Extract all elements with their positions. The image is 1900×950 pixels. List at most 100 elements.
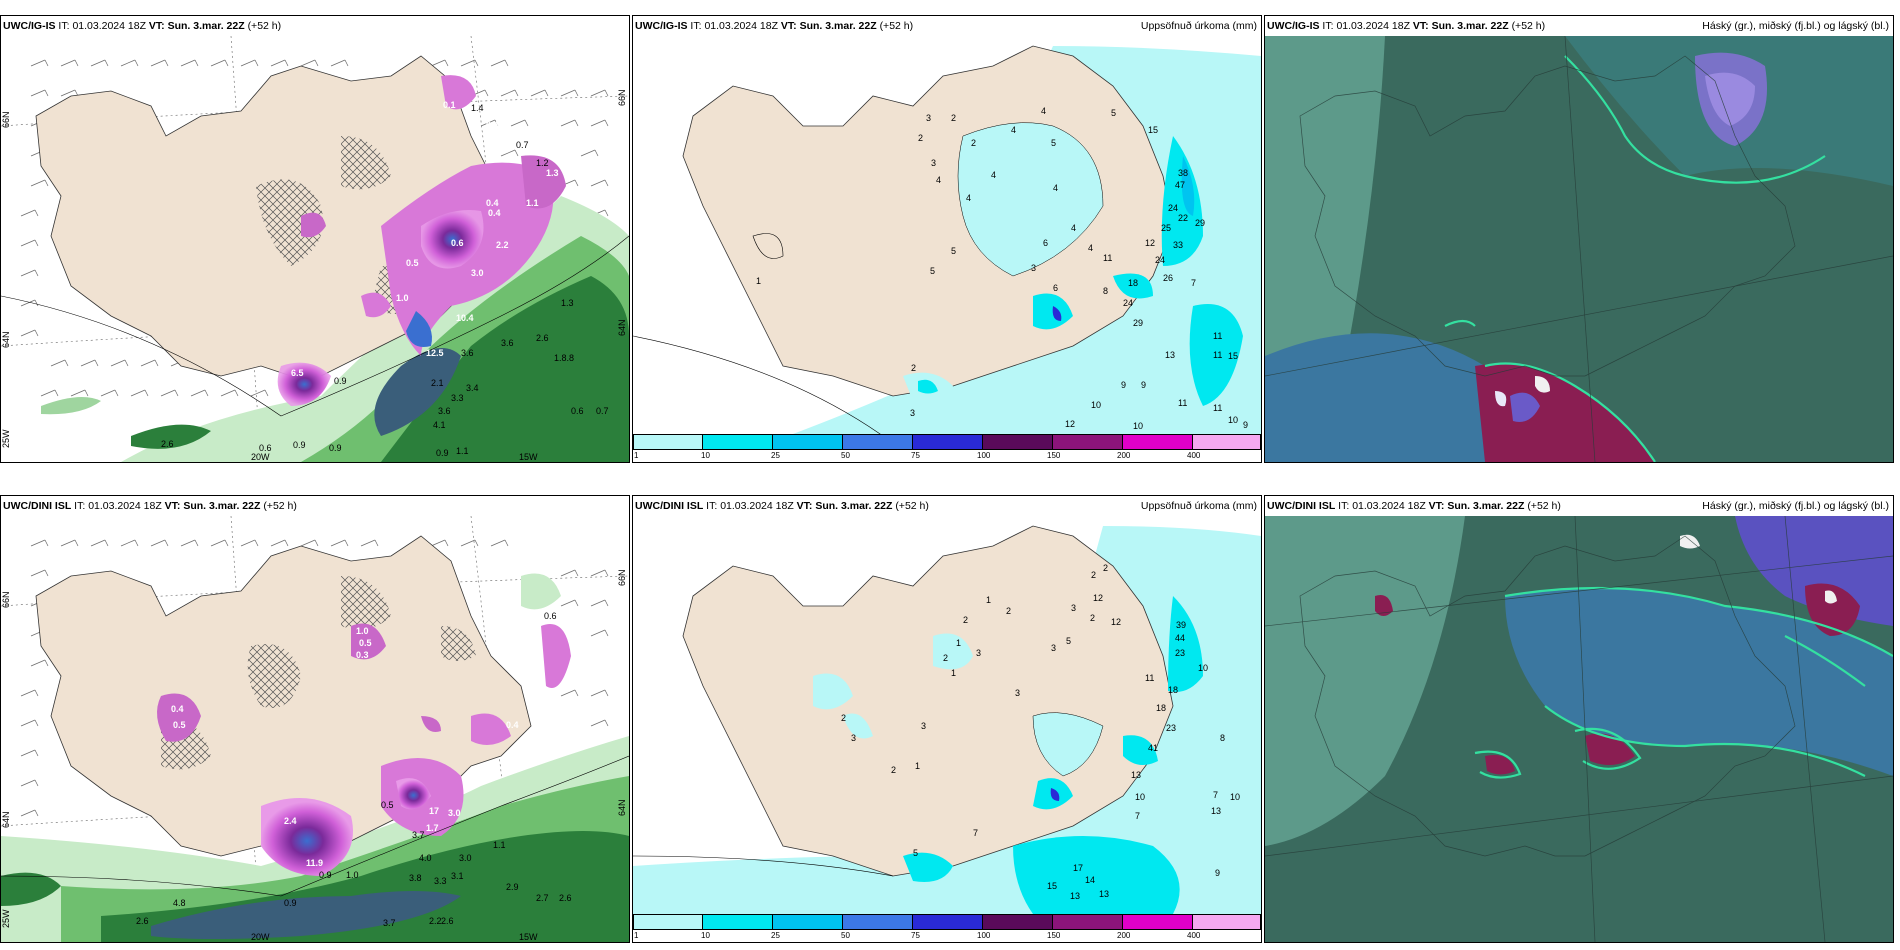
svg-text:33: 33 [1173,240,1183,250]
panel-header: UWC/DINI ISL IT: 01.03.2024 18Z VT: Sun.… [635,500,929,512]
svg-text:1.4: 1.4 [471,103,484,113]
colorbar-swatch [983,434,1053,450]
panel-dini-precip-wind: UWC/DINI ISL IT: 01.03.2024 18Z VT: Sun.… [0,495,630,943]
contours [1,235,629,417]
svg-text:15W: 15W [519,932,538,942]
colorbar-tick: 200 [1117,451,1131,460]
svg-text:3.8: 3.8 [409,873,422,883]
svg-text:0.9: 0.9 [284,898,297,908]
svg-text:1: 1 [915,761,920,771]
svg-text:2.2: 2.2 [496,240,509,250]
svg-text:6: 6 [1043,238,1048,248]
svg-text:8: 8 [1220,733,1225,743]
svg-text:2: 2 [911,363,916,373]
svg-text:12.5: 12.5 [426,348,444,358]
svg-text:1.1: 1.1 [493,840,506,850]
svg-text:5: 5 [1051,138,1056,148]
svg-text:4: 4 [1053,183,1058,193]
svg-text:2.7: 2.7 [536,893,549,903]
svg-text:17: 17 [429,806,439,816]
map-accum-precip: 2 2 12 2 3 5 3 2 1 12 39 44 23 10 11 1 2… [633,516,1261,914]
svg-text:1: 1 [986,595,991,605]
panel-dini-accum-precip: UWC/DINI ISL IT: 01.03.2024 18Z VT: Sun.… [632,495,1262,943]
svg-text:0.5: 0.5 [406,258,419,268]
svg-text:12: 12 [1093,593,1103,603]
svg-text:25W: 25W [1,909,11,928]
svg-text:3.4: 3.4 [466,383,479,393]
svg-text:2: 2 [841,713,846,723]
svg-text:10: 10 [1135,792,1145,802]
svg-text:10: 10 [1230,792,1240,802]
svg-text:13: 13 [1131,770,1141,780]
svg-text:3.0: 3.0 [459,853,472,863]
colorbar-tick: 25 [771,931,780,940]
svg-text:3: 3 [1015,688,1020,698]
svg-text:9: 9 [1141,380,1146,390]
svg-text:11: 11 [1213,350,1222,360]
svg-text:18: 18 [1168,685,1178,695]
precip-green [1,573,629,942]
colorbar-swatch [913,914,983,930]
svg-text:7: 7 [1191,278,1196,288]
svg-text:4: 4 [936,175,941,185]
colorbar-swatch [843,914,913,930]
svg-text:5: 5 [1066,636,1071,646]
snow-magenta [277,75,566,406]
colorbar-tick: 1 [634,931,639,940]
svg-text:13: 13 [1099,889,1109,899]
svg-text:0.7: 0.7 [516,140,529,150]
colorbar-swatch [633,434,703,450]
svg-text:1.1: 1.1 [526,198,539,208]
svg-text:7: 7 [1135,811,1140,821]
svg-text:4.0: 4.0 [419,853,432,863]
svg-text:10: 10 [1091,400,1101,410]
svg-text:10: 10 [1228,415,1238,425]
svg-text:15: 15 [1148,125,1158,135]
svg-text:11: 11 [1213,403,1222,413]
svg-text:64N: 64N [617,319,627,336]
svg-text:2.6: 2.6 [441,916,454,926]
svg-text:18: 18 [1156,703,1166,713]
svg-text:44: 44 [1175,633,1185,643]
svg-text:7: 7 [1213,790,1218,800]
svg-text:5: 5 [1111,108,1116,118]
svg-text:11: 11 [1103,253,1112,263]
svg-text:25: 25 [1161,223,1171,233]
svg-text:15: 15 [1047,881,1057,891]
svg-text:18: 18 [1128,278,1138,288]
svg-text:29: 29 [1133,318,1143,328]
svg-text:4: 4 [1011,125,1016,135]
panel-dini-clouds: UWC/DINI ISL IT: 01.03.2024 18Z VT: Sun.… [1264,495,1894,943]
svg-text:11.9: 11.9 [306,858,323,868]
colorbar-swatch [1123,914,1193,930]
svg-text:1.7: 1.7 [426,823,439,833]
svg-text:22: 22 [1178,213,1188,223]
svg-text:0.6: 0.6 [259,443,272,453]
svg-text:1.0: 1.0 [346,870,359,880]
svg-text:2: 2 [1091,570,1096,580]
svg-text:0.5: 0.5 [359,638,372,648]
svg-text:2.2: 2.2 [429,916,442,926]
svg-text:0.9: 0.9 [329,443,342,453]
svg-text:3.3: 3.3 [434,876,447,886]
colorbar-swatch [1053,434,1123,450]
svg-text:2.9: 2.9 [506,882,519,892]
svg-text:14: 14 [1085,875,1095,885]
svg-text:64N: 64N [617,799,627,816]
colorbar-swatch [633,914,703,930]
svg-text:1: 1 [956,638,961,648]
svg-text:8: 8 [1103,286,1108,296]
svg-text:3: 3 [1051,643,1056,653]
svg-text:2.6: 2.6 [161,439,174,449]
svg-text:17: 17 [1073,863,1083,873]
colorbar-tick: 50 [841,451,850,460]
svg-text:11: 11 [1213,331,1222,341]
svg-text:0.4: 0.4 [486,198,499,208]
svg-text:4: 4 [966,193,971,203]
svg-text:66N: 66N [1,591,11,608]
svg-text:1: 1 [756,276,761,286]
svg-text:3.6: 3.6 [501,338,514,348]
panel-header: UWC/DINI ISL IT: 01.03.2024 18Z VT: Sun.… [1267,500,1561,512]
panel-igis-accum-precip: UWC/IG-IS IT: 01.03.2024 18Z VT: Sun. 3.… [632,15,1262,463]
panel-title: Uppsöfnuð úrkoma (mm) [1140,500,1257,512]
